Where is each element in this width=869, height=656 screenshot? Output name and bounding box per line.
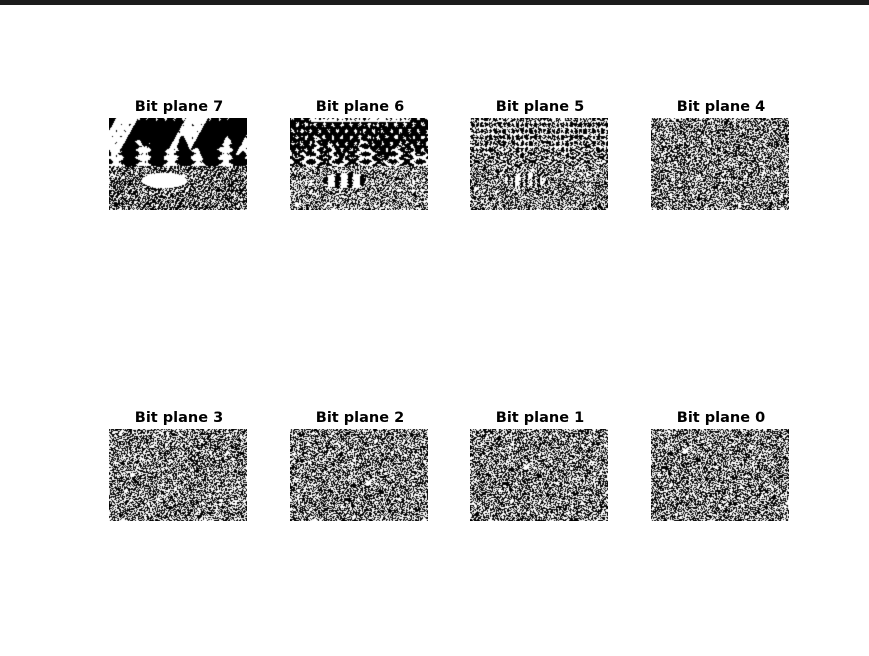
bit-plane-image bbox=[290, 429, 428, 521]
bit-plane-image bbox=[651, 118, 789, 210]
subplot-title: Bit plane 2 bbox=[315, 410, 405, 426]
subplot-title: Bit plane 7 bbox=[134, 99, 224, 115]
subplot-title: Bit plane 3 bbox=[134, 410, 224, 426]
bit-plane-image bbox=[651, 429, 789, 521]
subplot-title: Bit plane 4 bbox=[676, 99, 766, 115]
subplot-title: Bit plane 0 bbox=[676, 410, 766, 426]
figure-canvas: Bit plane 7 Bit plane 6 Bit plane 5 Bit … bbox=[0, 5, 869, 656]
subplot-title: Bit plane 5 bbox=[495, 99, 585, 115]
bit-plane-image bbox=[109, 118, 247, 210]
bit-plane-image bbox=[109, 429, 247, 521]
subplot-title: Bit plane 6 bbox=[315, 99, 405, 115]
subplot-title: Bit plane 1 bbox=[495, 410, 585, 426]
bit-plane-image bbox=[470, 429, 608, 521]
window-title-bar bbox=[0, 0, 869, 5]
bit-plane-image bbox=[470, 118, 608, 210]
bit-plane-image bbox=[290, 118, 428, 210]
